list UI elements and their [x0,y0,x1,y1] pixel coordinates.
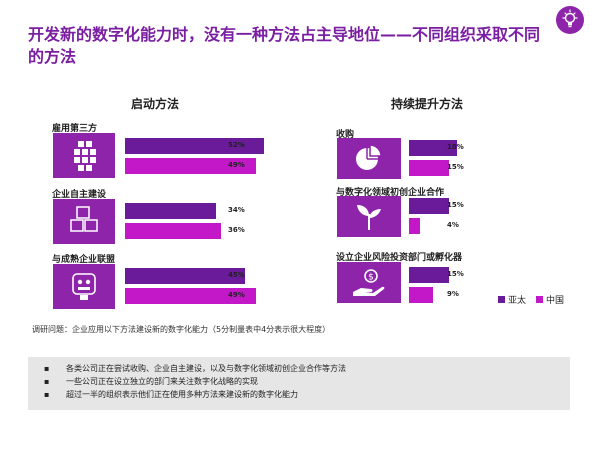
category-label: 与成熟企业联盟 [52,255,116,265]
bar-asia-pacific [125,138,264,154]
bar-asia-pacific [409,198,449,214]
bar-value-label: 52% [228,141,245,149]
legend-label: 亚太 [508,296,527,306]
bar-value-label: 9% [447,290,459,298]
summary-bullet: 超过一半的组织表示他们正在使用多种方法来建设新的数字化能力 [28,388,570,401]
category-label: 企业自主建设 [52,190,107,200]
summary-bullet: 各类公司正在尝试收购、企业自主建设，以及与数字化领域初创企业合作等方法 [28,362,570,375]
pie-chart-icon [337,138,401,179]
bar-value-label: 4% [447,221,459,229]
svg-text:$: $ [368,273,374,283]
bar-china [409,218,420,234]
hand-money-icon: $ [337,262,401,303]
bar-asia-pacific [409,267,449,283]
bar-china [125,223,221,239]
bar-value-label: 45% [228,271,245,279]
robot-icon [53,264,115,309]
grid-blocks-icon [53,133,115,178]
bar-china [409,287,433,303]
bar-value-label: 15% [447,270,464,278]
bar-value-label: 34% [228,206,245,214]
bar-value-label: 49% [228,161,245,169]
bar-asia-pacific [125,268,245,284]
chart-title-launch: 启动方法 [131,97,180,111]
category-label: 设立企业风险投资部门或孵化器 [336,253,463,263]
legend-swatch [536,296,544,303]
bar-china [125,288,256,304]
category-label: 与数字化领域初创企业合作 [336,188,445,198]
bar-value-label: 49% [228,291,245,299]
bar-value-label: 15% [447,163,464,171]
bar-china [409,160,449,176]
category-label: 雇用第三方 [52,124,98,134]
bar-asia-pacific [125,203,216,219]
chart-title-improve: 持续提升方法 [391,97,464,111]
category-label: 收购 [336,130,355,140]
bar-asia-pacific [409,140,457,156]
legend-swatch [498,296,505,303]
survey-question-note: 调研问题：企业应用以下方法建设新的数字化能力（5分制量表中4分表示很大程度） [32,325,331,334]
bar-value-label: 15% [447,201,464,209]
legend-item-china: 中国 [536,293,564,306]
summary-bullet: 一些公司正在设立独立的部门来关注数字化战略的实现 [28,375,570,388]
chart-legend: 亚太 中国 [498,293,564,306]
bar-value-label: 18% [447,143,464,151]
bar-value-label: 36% [228,226,245,234]
summary-box: 各类公司正在尝试收购、企业自主建设，以及与数字化领域初创企业合作等方法 一些公司… [28,357,570,410]
legend-item-asia-pacific: 亚太 [498,293,526,306]
lightbulb-icon [556,6,584,34]
page-title: 开发新的数字化能力时，没有一种方法占主导地位——不同组织采取不同的方法 [28,25,541,66]
cubes-icon [53,199,115,244]
legend-label: 中国 [546,296,565,306]
bar-china [125,158,256,174]
sprout-icon [337,196,401,237]
